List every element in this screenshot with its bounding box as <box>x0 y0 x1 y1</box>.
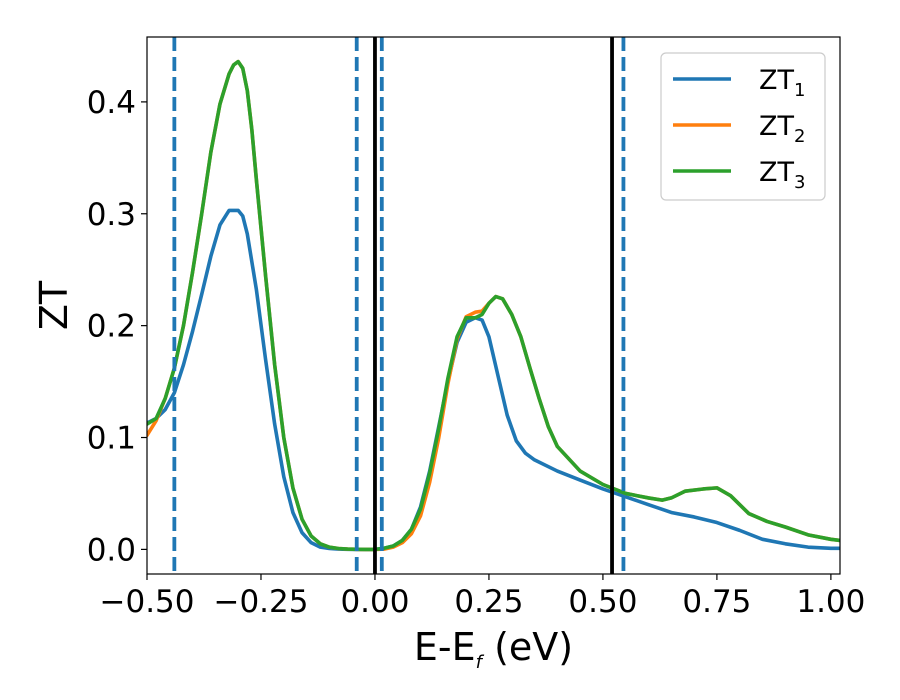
x-tick-label: 1.00 <box>796 584 865 620</box>
series-line-3 <box>147 59 840 552</box>
y-tick-label: 0.2 <box>87 309 136 345</box>
x-tick-label: 0.75 <box>682 584 751 620</box>
axes-frame <box>146 36 841 575</box>
x-tick-label: −0.25 <box>213 584 308 620</box>
legend: ZT1 ZT2 ZT3 <box>660 52 826 201</box>
y-axis: 0.0 0.1 0.2 0.3 0.4 <box>87 85 147 568</box>
legend-box <box>660 52 826 201</box>
y-tick-label: 0.3 <box>87 197 136 233</box>
legend-label-1: ZT1 <box>759 65 805 101</box>
x-axis: −0.50 −0.25 0.00 0.25 0.50 0.75 1.00 <box>100 574 865 620</box>
y-tick-label: 0.1 <box>87 421 136 457</box>
y-axis-label: ZT <box>32 280 76 330</box>
x-tick-label: −0.50 <box>100 584 195 620</box>
x-tick-label: 0.25 <box>454 584 523 620</box>
x-tick-label: 0.00 <box>340 584 409 620</box>
y-tick-label: 0.0 <box>87 532 136 568</box>
y-tick-label: 0.4 <box>87 85 136 121</box>
x-tick-label: 0.50 <box>568 584 637 620</box>
x-axis-label: E-Ef (eV) <box>414 625 573 673</box>
series-group <box>147 37 840 574</box>
legend-label-2: ZT2 <box>759 111 805 147</box>
plot-area <box>147 37 840 574</box>
legend-label-3: ZT3 <box>759 157 805 193</box>
